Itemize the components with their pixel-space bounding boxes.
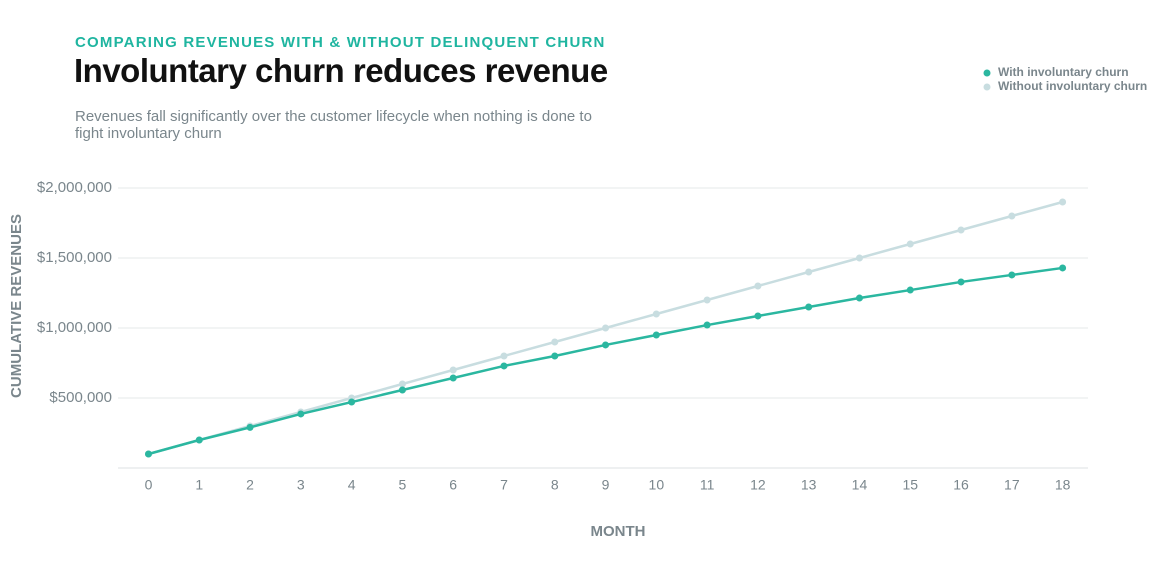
data-point <box>703 321 711 329</box>
subtitle: Revenues fall significantly over the cus… <box>75 108 592 142</box>
data-point <box>1059 264 1067 272</box>
legend-marker <box>983 83 991 91</box>
x-tick-label: 18 <box>1055 477 1071 493</box>
data-point <box>551 352 559 360</box>
y-tick-label: $500,000 <box>49 389 112 406</box>
x-tick-label: 4 <box>348 477 356 493</box>
data-point <box>703 296 711 304</box>
data-point <box>652 310 660 318</box>
x-axis-title: MONTH <box>591 523 646 540</box>
data-point <box>855 294 863 302</box>
series-line <box>148 266 1063 456</box>
y-axis-title: CUMULATIVE REVENUES <box>8 214 25 398</box>
x-tick-label: 17 <box>1004 477 1020 493</box>
data-point <box>195 436 203 444</box>
data-point <box>398 386 406 394</box>
data-point <box>449 374 457 382</box>
data-point <box>805 303 813 311</box>
data-point <box>1008 271 1016 279</box>
data-point <box>855 254 863 262</box>
data-point <box>1008 212 1016 220</box>
x-tick-label: 12 <box>750 477 766 493</box>
data-point <box>602 341 610 349</box>
chart-title: Involuntary churn reduces revenue <box>74 52 608 89</box>
legend-label: With involuntary churn <box>998 65 1129 79</box>
data-point <box>144 450 152 458</box>
data-point <box>805 268 813 276</box>
data-point <box>906 286 914 294</box>
data-point <box>398 380 406 388</box>
data-point <box>449 366 457 374</box>
data-point <box>652 331 660 339</box>
legend-label: Without involuntary churn <box>998 79 1147 93</box>
x-tick-label: 16 <box>953 477 969 493</box>
y-tick-label: $1,000,000 <box>37 319 112 336</box>
data-point <box>602 324 610 332</box>
x-tick-label: 2 <box>246 477 254 493</box>
x-tick-label: 9 <box>602 477 610 493</box>
data-point <box>348 398 356 406</box>
legend-marker <box>983 69 991 77</box>
x-tick-label: 11 <box>700 477 715 493</box>
data-point <box>957 226 965 234</box>
data-point <box>551 338 559 346</box>
x-tick-label: 8 <box>551 477 559 493</box>
x-tick-label: 6 <box>449 477 457 493</box>
x-tick-label: 0 <box>145 477 153 493</box>
y-tick-label: $1,500,000 <box>37 249 112 266</box>
data-point <box>246 423 254 431</box>
data-point <box>297 410 305 418</box>
data-point <box>500 362 508 370</box>
x-tick-label: 1 <box>195 477 203 493</box>
x-tick-label: 10 <box>649 477 665 493</box>
data-point <box>754 312 762 320</box>
x-tick-label: 3 <box>297 477 305 493</box>
x-tick-label: 5 <box>398 477 406 493</box>
x-tick-label: 14 <box>852 477 868 493</box>
x-tick-label: 7 <box>500 477 508 493</box>
data-point <box>906 240 914 248</box>
kicker: COMPARING REVENUES WITH & WITHOUT DELINQ… <box>75 34 606 51</box>
data-point <box>1059 198 1067 206</box>
x-tick-label: 15 <box>902 477 918 493</box>
y-tick-label: $2,000,000 <box>37 179 112 196</box>
data-point <box>754 282 762 290</box>
data-point <box>500 352 508 360</box>
data-point <box>957 278 965 286</box>
x-tick-label: 13 <box>801 477 817 493</box>
